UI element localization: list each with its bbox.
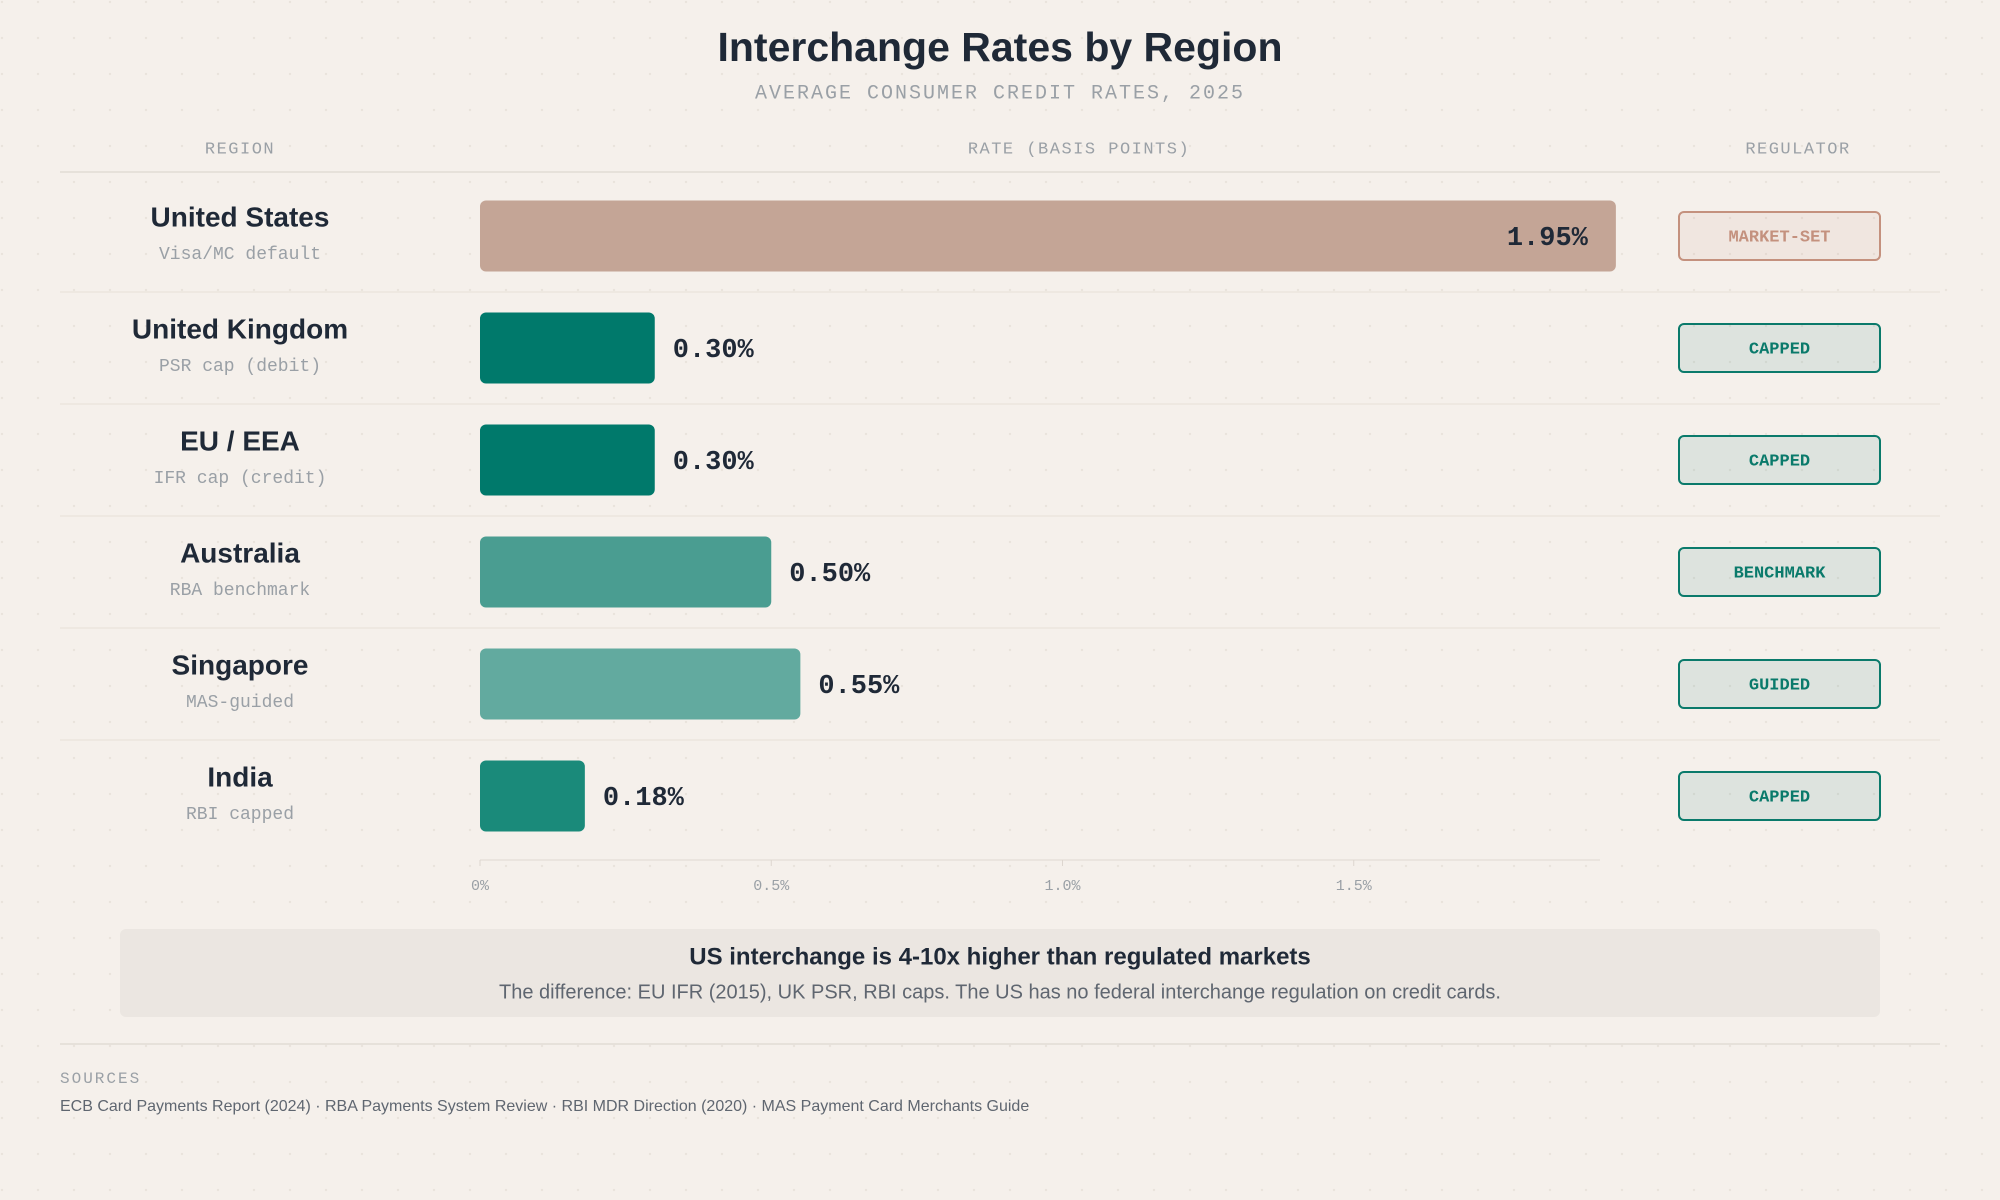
callout-box [120,929,1880,1017]
bar [480,312,655,384]
regulator-badge [1678,771,1881,821]
region-name: EU / EEA [180,425,300,456]
region-name: India [207,761,273,792]
bar [480,200,1616,272]
bar [480,424,655,496]
value-label: 0.50% [789,560,871,590]
callout-text: The difference: EU IFR (2015), UK PSR, R… [499,981,1501,1003]
regulator-label: MARKET-SET [1728,228,1830,247]
value-label: 0.18% [603,784,685,814]
column-header: RATE (BASIS POINTS) [968,140,1190,159]
column-header: REGULATOR [1745,140,1850,159]
sources-text: ECB Card Payments Report (2024) · RBA Pa… [60,1098,1029,1115]
region-note: PSR cap (debit) [159,357,321,377]
region-note: IFR cap (credit) [154,469,327,489]
x-tick-label: 1.0% [1044,878,1081,895]
x-tick-label: 1.5% [1336,878,1373,895]
regulator-badge [1678,323,1881,373]
callout-title: US interchange is 4-10x higher than regu… [689,943,1311,970]
regulator-label: GUIDED [1749,676,1810,695]
region-note: MAS-guided [186,693,294,713]
bar [480,760,585,832]
chart-subtitle: AVERAGE CONSUMER CREDIT RATES, 2025 [755,82,1245,105]
bar [480,648,801,720]
regulator-badge [1678,435,1881,485]
regulator-badge [1678,211,1881,261]
region-name: Singapore [172,649,309,680]
sources-label: SOURCES [60,1070,141,1088]
bar [480,536,772,608]
region-note: RBI capped [186,805,294,825]
regulator-badge [1678,659,1881,709]
chart-title: Interchange Rates by Region [717,24,1282,70]
region-name: Australia [180,537,300,568]
value-label: 0.30% [673,336,755,366]
value-label: 1.95% [1507,224,1589,254]
regulator-label: BENCHMARK [1734,564,1827,583]
region-note: RBA benchmark [170,581,310,601]
region-name: United States [151,201,330,232]
x-tick-label: 0.5% [753,878,790,895]
regulator-label: CAPPED [1749,788,1810,807]
region-name: United Kingdom [132,313,348,344]
value-label: 0.55% [818,672,900,702]
region-note: Visa/MC default [159,245,321,265]
value-label: 0.30% [673,448,755,478]
column-header: REGION [205,140,275,159]
regulator-label: CAPPED [1749,340,1810,359]
x-tick-label: 0% [471,878,490,895]
regulator-label: CAPPED [1749,452,1810,471]
regulator-badge [1678,547,1881,597]
